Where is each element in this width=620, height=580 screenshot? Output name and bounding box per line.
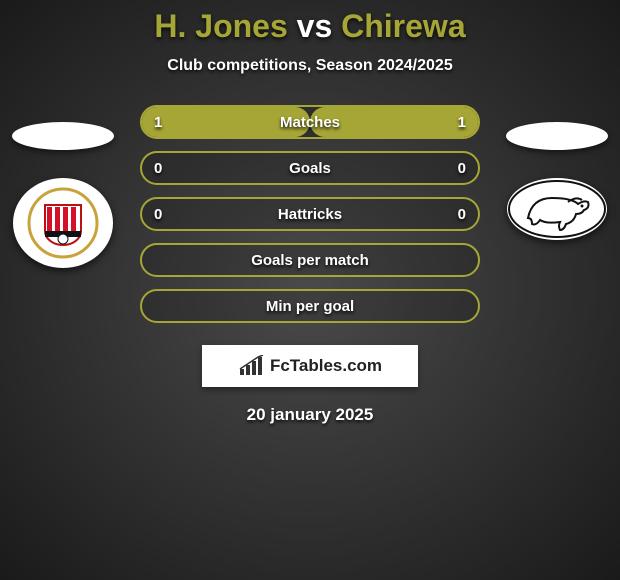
fctables-logo: FcTables.com <box>202 345 418 387</box>
left-club-crest <box>13 178 113 268</box>
subtitle: Club competitions, Season 2024/2025 <box>0 57 620 75</box>
stat-value-left: 0 <box>154 206 162 223</box>
right-club-column <box>502 122 612 240</box>
left-club-column <box>8 122 118 268</box>
stat-label: Goals <box>289 160 331 177</box>
date-text: 20 january 2025 <box>0 405 620 425</box>
logo-text: FcTables.com <box>270 356 382 376</box>
right-club-crest <box>507 178 607 240</box>
derby-ram-icon <box>508 180 606 238</box>
stat-row: 0 0 Goals <box>140 151 480 185</box>
country-oval-right <box>506 122 608 150</box>
sunderland-crest-icon <box>27 187 99 259</box>
stat-label: Matches <box>280 114 340 131</box>
chart-icon <box>238 355 264 377</box>
stat-label: Min per goal <box>266 298 354 315</box>
player1-name: H. Jones <box>154 8 287 44</box>
player2-name: Chirewa <box>341 8 465 44</box>
stat-value-right: 1 <box>458 114 466 131</box>
stat-value-right: 0 <box>458 206 466 223</box>
page-title: H. Jones vs Chirewa <box>0 8 620 45</box>
stat-value-left: 0 <box>154 160 162 177</box>
stat-label: Goals per match <box>251 252 369 269</box>
stat-row: 0 0 Hattricks <box>140 197 480 231</box>
stat-row: 1 1 Matches <box>140 105 480 139</box>
stat-value-right: 0 <box>458 160 466 177</box>
stat-row: Goals per match <box>140 243 480 277</box>
country-oval-left <box>12 122 114 150</box>
stat-value-left: 1 <box>154 114 162 131</box>
stat-row: Min per goal <box>140 289 480 323</box>
stat-label: Hattricks <box>278 206 342 223</box>
vs-text: vs <box>297 8 333 44</box>
